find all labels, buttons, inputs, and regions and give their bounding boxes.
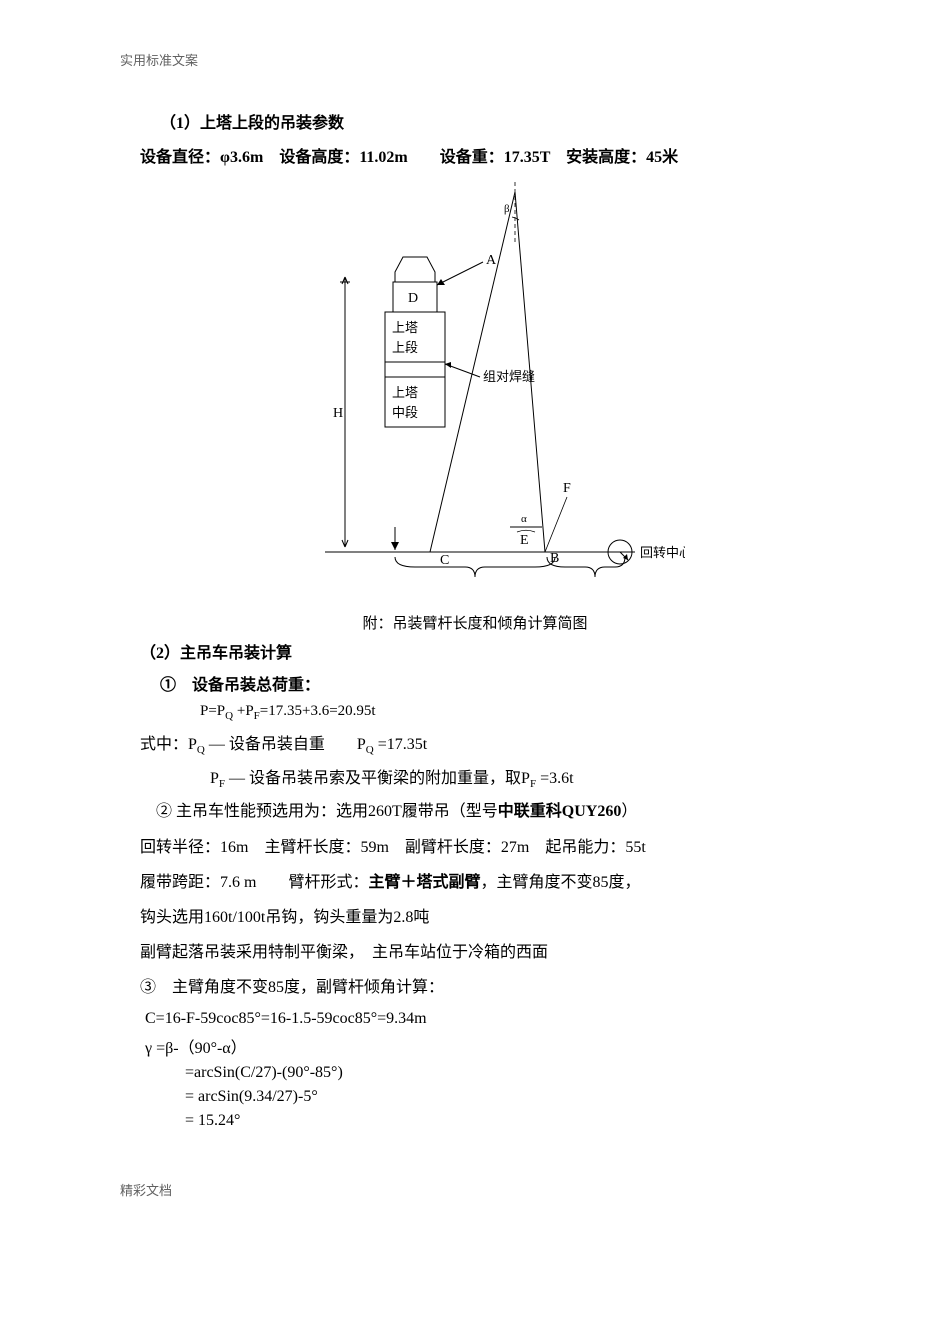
e1-p3: =17.35t	[374, 736, 427, 753]
calc-c2: γ =β-（90°-α）	[145, 1034, 830, 1058]
label-A: A	[486, 253, 497, 268]
item-1-explain-1: 式中：PQ — 设备吊装自重 PQ =17.35t	[140, 730, 830, 756]
item-2-line3: 钩头选用160t/100t吊钩，钩头重量为2.8吨	[140, 904, 830, 931]
item-1-explain-2: PF — 设备吊装吊索及平衡梁的附加重量，取PF =3.6t	[210, 764, 830, 790]
label-H: H	[333, 406, 343, 421]
label-alpha: α	[521, 513, 527, 525]
label-weld: 组对焊缝	[483, 369, 535, 384]
i2-pre: ② 主吊车性能预选用为：选用260T履带吊（型号	[156, 803, 498, 820]
lifting-diagram: β H D 上塔 上段 组对焊缝 上塔	[120, 182, 830, 607]
label-F: F	[563, 481, 571, 496]
f-p1: P=P	[200, 703, 225, 719]
calc-c3: =arcSin(C/27)-(90°-85°)	[185, 1064, 830, 1082]
f-p3: =17.35+3.6=20.95t	[260, 703, 376, 719]
e1-s1: Q	[197, 744, 205, 756]
calc-c4: = arcSin(9.34/27)-5°	[185, 1088, 830, 1106]
label-B: B	[550, 551, 559, 566]
label-beta: β	[504, 203, 510, 215]
i2l2-bold: 主臂＋塔式副臂	[368, 874, 480, 891]
e1-p2: — 设备吊装自重 P	[205, 736, 366, 753]
f-p2: +P	[233, 703, 254, 719]
label-D: D	[408, 291, 418, 306]
i2l2-pre: 履带跨距：7.6 m 臂杆形式：	[140, 874, 368, 891]
e2-p2: — 设备吊装吊索及平衡梁的附加重量，取P	[225, 770, 530, 787]
label-upper-mid2: 中段	[392, 405, 418, 420]
item-2-line4: 副臂起落吊装采用特制平衡梁， 主吊车站位于冷箱的西面	[140, 939, 830, 966]
item-2-line1: 回转半径：16m 主臂杆长度：59m 副臂杆长度：27m 起吊能力：55t	[140, 834, 830, 861]
item-2-label: ② 主吊车性能预选用为：选用260T履带吊（型号中联重科QUY260）	[140, 798, 830, 825]
item-1-label: ① 设备吊装总荷重：	[160, 671, 830, 695]
label-E: E	[520, 533, 529, 548]
page-header: 实用标准文案	[120, 50, 830, 69]
item-3-label: ③ 主臂角度不变85度，副臂杆倾角计算：	[140, 974, 830, 1001]
diagram-caption: 附：吊装臂杆长度和倾角计算简图	[120, 612, 830, 633]
label-upper-top2: 上段	[392, 340, 418, 355]
e1-s2: Q	[366, 744, 374, 756]
i2-bold: 中联重科QUY260	[498, 803, 622, 820]
e2-p1: P	[210, 770, 219, 787]
label-C: C	[440, 553, 449, 568]
label-upper-top1: 上塔	[392, 320, 418, 335]
equipment-spec: 设备直径：φ3.6m 设备高度：11.02m 设备重：17.35T 安装高度：4…	[140, 143, 830, 167]
item-1-formula: P=PQ +PF=17.35+3.6=20.95t	[200, 703, 830, 722]
page-footer: 精彩文档	[120, 1180, 830, 1199]
section-1-title: （1）上塔上段的吊装参数	[160, 109, 830, 133]
label-upper-mid1: 上塔	[392, 385, 418, 400]
e1-p1: 式中：P	[140, 736, 197, 753]
label-rotation-center: 回转中心	[640, 545, 685, 560]
f-sub1: Q	[225, 710, 233, 722]
calc-c1: C=16-F-59coc85°=16-1.5-59coc85°=9.34m	[145, 1010, 830, 1028]
e2-p3: =3.6t	[536, 770, 573, 787]
i2l2-post: ，主臂角度不变85度，	[480, 874, 640, 891]
i2-post: ）	[621, 803, 637, 820]
item-2-line2: 履带跨距：7.6 m 臂杆形式：主臂＋塔式副臂，主臂角度不变85度，	[140, 869, 830, 896]
calc-c5: = 15.24°	[185, 1112, 830, 1130]
section-2-title: （2）主吊车吊装计算	[140, 639, 830, 663]
